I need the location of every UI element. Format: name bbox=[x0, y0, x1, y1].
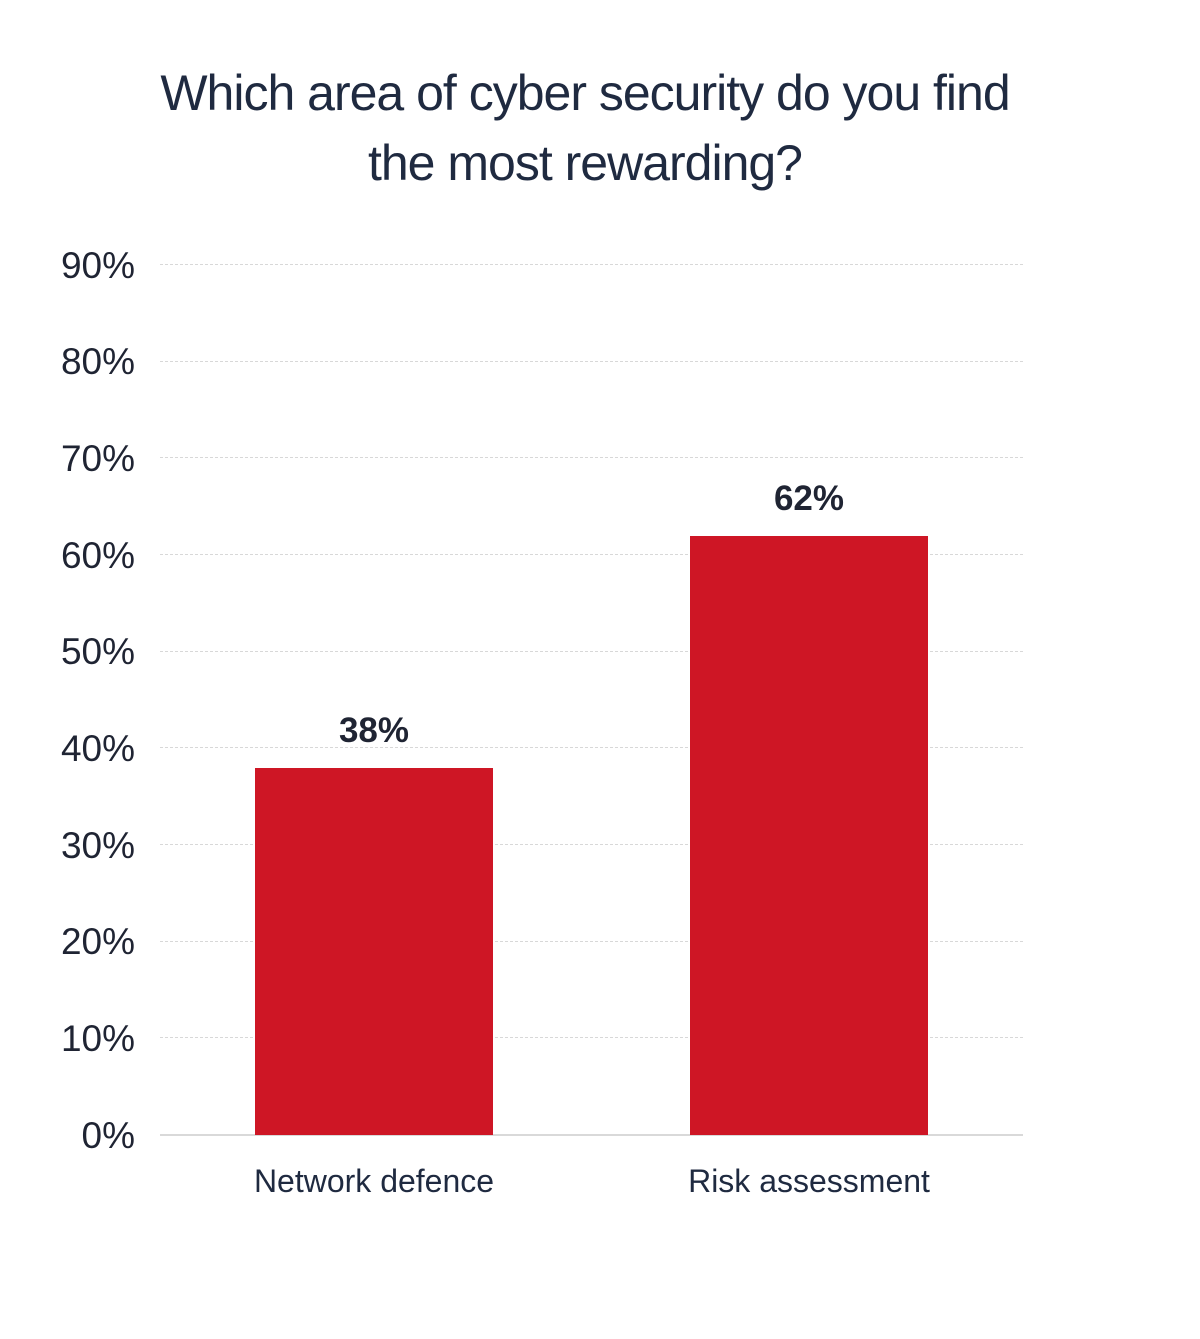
y-axis-tick-90: 90% bbox=[60, 244, 135, 286]
bar-value-label-risk-assessment: 62% bbox=[773, 478, 845, 518]
gridline-20 bbox=[160, 940, 1023, 942]
bar-value-label-network-defence: 38% bbox=[338, 710, 410, 750]
y-axis-tick-70: 70% bbox=[60, 437, 135, 479]
gridline-70 bbox=[160, 457, 1023, 459]
gridline-60 bbox=[160, 554, 1023, 555]
gridline-50 bbox=[160, 650, 1023, 652]
bar-network-defence bbox=[255, 767, 493, 1135]
y-axis-tick-40: 40% bbox=[60, 727, 135, 769]
gridline-40 bbox=[160, 747, 1023, 749]
y-axis-tick-60: 60% bbox=[60, 534, 135, 576]
plot-area bbox=[160, 264, 1023, 1136]
x-axis-baseline bbox=[160, 1134, 1023, 1136]
gridline-10 bbox=[160, 1037, 1023, 1039]
bar-risk-assessment bbox=[690, 535, 928, 1135]
gridline-80 bbox=[160, 360, 1023, 362]
gridline-30 bbox=[160, 844, 1023, 845]
x-axis-label-network-defence: Network defence bbox=[253, 1163, 495, 1199]
gridline-90 bbox=[160, 264, 1023, 265]
y-axis-tick-30: 30% bbox=[60, 824, 135, 866]
y-axis-tick-50: 50% bbox=[60, 631, 135, 673]
y-axis-tick-80: 80% bbox=[60, 341, 135, 383]
y-axis-tick-10: 10% bbox=[60, 1017, 135, 1059]
chart-title: Which area of cyber security do you find… bbox=[160, 65, 1010, 191]
y-axis-tick-0: 0% bbox=[81, 1114, 135, 1156]
x-axis-label-risk-assessment: Risk assessment bbox=[688, 1163, 930, 1199]
y-axis-tick-20: 20% bbox=[60, 921, 135, 963]
